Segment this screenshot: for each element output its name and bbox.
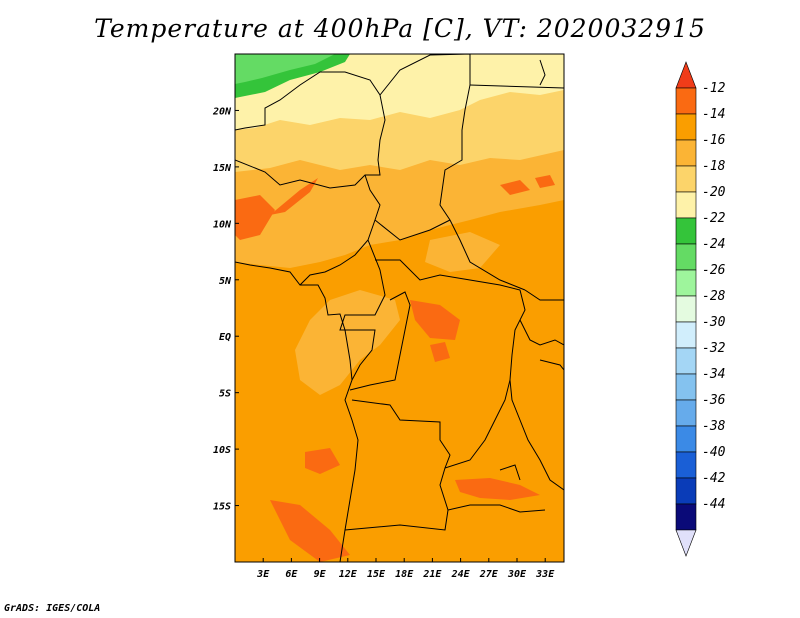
border-car-north: [374, 219, 451, 241]
colorbar-bottom-triangle: [675, 529, 697, 557]
x-tick-label: 15E: [367, 569, 386, 580]
border-angola-drc: [351, 399, 451, 469]
colorbar-label: -16: [702, 133, 726, 148]
field-patch-se: [455, 478, 540, 500]
border-malawi: [499, 464, 521, 481]
colorbar-label: -32: [702, 341, 726, 356]
colorbar-label: -34: [702, 367, 725, 382]
colorbar-box: [675, 321, 697, 349]
colorbar-box: [675, 243, 697, 271]
border-nigeria-cameroon: [299, 174, 381, 286]
field-band-minus26: [235, 54, 335, 84]
y-tick-label: 15S: [213, 502, 231, 513]
x-tick-label: 33E: [535, 569, 555, 580]
grads-credit: GrADS: IGES/COLA: [4, 603, 101, 614]
y-tick-label: 10N: [213, 219, 232, 230]
field-patch-congo: [410, 300, 460, 340]
colorbar-box: [675, 139, 697, 167]
field-patch-sw: [270, 500, 350, 562]
field-band-minus20: [235, 54, 564, 130]
colorbar-box: [675, 217, 697, 245]
border-lake-tanganyika: [509, 379, 564, 491]
border-drc-east: [375, 259, 526, 511]
colorbar-box: [675, 477, 697, 505]
colorbar-label: -40: [702, 445, 726, 460]
y-tick-label: 10S: [213, 445, 231, 456]
colorbar-boxes: [675, 61, 697, 557]
field-patch-sudan: [500, 180, 530, 195]
field-patch-angola: [305, 448, 340, 474]
colorbar-box: [675, 503, 697, 531]
colorbar-box: [675, 113, 697, 141]
border-chad-sudan: [379, 54, 526, 291]
colorbar-box: [675, 295, 697, 323]
colorbar-label: -20: [702, 185, 726, 200]
colorbar-label: -26: [702, 263, 726, 278]
field-patch-sudan2: [535, 175, 555, 188]
colorbar-label: -18: [702, 159, 726, 174]
x-tick-label: 21E: [422, 569, 442, 580]
y-tick-label: 5N: [219, 276, 232, 287]
y-tick-label: 5S: [219, 389, 231, 400]
colorbar-box: [675, 347, 697, 375]
colorbar-label: -42: [702, 471, 726, 486]
border-uganda-kenya: [524, 289, 564, 301]
colorbar-box: [675, 191, 697, 219]
colorbar-label: -12: [702, 81, 726, 96]
field-patch-nw: [270, 178, 318, 215]
colorbar-box: [675, 165, 697, 193]
x-tick-label: 18E: [395, 569, 414, 580]
colorbar-box: [675, 425, 697, 453]
y-tick-label: 15N: [213, 163, 232, 174]
colorbar-label: -30: [702, 315, 726, 330]
y-axis: 20N 15N 10N 5N EQ 5S 10S 15S: [212, 106, 239, 513]
colorbar-box: [675, 87, 697, 115]
field-patch-east: [425, 232, 500, 272]
colorbar-label: -14: [702, 107, 725, 122]
border-congo-drc: [349, 291, 411, 391]
political-borders: [235, 54, 564, 562]
colorbar-label: -44: [702, 497, 725, 512]
x-tick-label: 3E: [256, 569, 270, 580]
x-tick-label: 6E: [285, 569, 298, 580]
field-patch-west: [235, 195, 275, 240]
border-lake-victoria: [539, 359, 564, 371]
border-namibia-zambia: [344, 504, 546, 531]
x-axis: 3E 6E 9E 12E 15E 18E 21E 24E 27E 30E 33E: [256, 558, 555, 580]
colorbar-label: -36: [702, 393, 726, 408]
border-tanzania: [519, 319, 564, 346]
colorbar-label: -38: [702, 419, 726, 434]
plot-frame: [234, 53, 565, 563]
chart-title: Temperature at 400hPa [C], VT: 202003291…: [94, 14, 706, 43]
coast-redsea: [539, 59, 546, 86]
colorbar-label: -28: [702, 289, 726, 304]
colorbar-box: [675, 451, 697, 479]
y-tick-label: EQ: [219, 332, 231, 343]
colorbar-top-triangle: [675, 61, 697, 89]
x-tick-label: 9E: [314, 569, 327, 580]
x-tick-label: 30E: [507, 569, 527, 580]
colorbar-label: -22: [702, 211, 726, 226]
colorbar-label: -24: [702, 237, 725, 252]
colorbar-box: [675, 399, 697, 427]
colorbar-labels: -12 -14 -16 -18 -20 -22 -24 -26 -28 -30 -32 -34 -36 -…: [702, 81, 726, 512]
x-tick-label: 24E: [451, 569, 471, 580]
field-patch-congo2: [430, 342, 450, 362]
x-tick-label: 27E: [479, 569, 499, 580]
border-cameroon-gabon: [339, 239, 386, 381]
border-mali-niger: [235, 71, 386, 189]
border-egypt-sudan: [469, 84, 564, 89]
colorbar-box: [675, 373, 697, 401]
colorbar-box: [675, 269, 697, 297]
x-tick-label: 12E: [339, 569, 358, 580]
y-tick-label: 20N: [212, 106, 232, 117]
